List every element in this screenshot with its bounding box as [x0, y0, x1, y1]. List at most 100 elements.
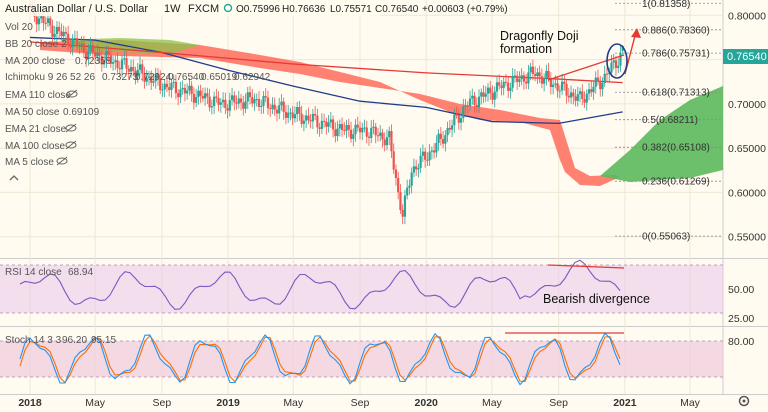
legend-ichimoku-v5: 0.62942 [234, 72, 271, 83]
candle [221, 92, 225, 108]
candle [291, 105, 294, 126]
candle [448, 119, 451, 134]
candle [370, 120, 373, 144]
candle [509, 82, 512, 99]
eye-hidden-icon[interactable] [65, 123, 77, 133]
candle [192, 87, 195, 110]
candle [433, 143, 436, 159]
legend-ichimoku[interactable]: Ichimoku 9 26 52 26 [5, 72, 95, 83]
candle [199, 84, 202, 104]
candle [147, 71, 151, 86]
candle [540, 68, 543, 89]
candle [367, 132, 371, 146]
candle [563, 75, 566, 91]
candle [69, 38, 72, 54]
symbol-title[interactable]: Australian Dollar / U.S. Dollar [5, 3, 148, 15]
interval-label[interactable]: 1W [164, 3, 181, 15]
legend-ma50-value: 0.69109 [63, 107, 100, 118]
candle [415, 159, 418, 177]
candle [271, 97, 274, 115]
candle [464, 98, 467, 114]
candle [293, 106, 297, 123]
candle [385, 129, 389, 151]
candle [195, 89, 198, 108]
legend-ichimoku-v3: 0.76540 [168, 72, 205, 83]
candle [71, 34, 74, 56]
candle [76, 30, 79, 53]
legend-bb[interactable]: BB 20 close 2 [5, 39, 67, 50]
high-value: H0.76636 [282, 4, 326, 15]
candle [581, 84, 584, 106]
candle [462, 98, 465, 123]
candle [549, 72, 552, 95]
legend-ema110[interactable]: EMA 110 close [5, 90, 71, 101]
candle [266, 90, 270, 115]
candle [444, 130, 447, 152]
candle [592, 81, 595, 100]
price-axis[interactable] [723, 0, 768, 394]
candle [372, 119, 375, 135]
legend-ma200[interactable]: MA 200 close [5, 56, 65, 67]
candle [612, 53, 615, 70]
legend-vol[interactable]: Vol 20 [5, 22, 33, 33]
candle [323, 113, 326, 128]
eye-hidden-icon[interactable] [65, 140, 77, 150]
candle [334, 122, 337, 143]
candle [280, 94, 283, 111]
candle [309, 113, 312, 129]
rsi-legend-label[interactable]: RSI 14 close [5, 267, 62, 278]
eye-hidden-icon[interactable] [66, 89, 78, 99]
candle [619, 45, 622, 72]
candle [441, 131, 445, 149]
candle [545, 64, 548, 86]
candle [78, 42, 81, 55]
candle [412, 158, 416, 178]
candle [599, 75, 602, 97]
ma200-line [29, 41, 623, 84]
candle [44, 16, 47, 30]
candle [179, 82, 182, 104]
legend-ma5[interactable]: MA 5 close [5, 157, 54, 168]
candle [123, 50, 126, 65]
legend-ichimoku-v1: 0.73273 [102, 72, 139, 83]
candle [230, 87, 234, 106]
last-price-tag [723, 49, 768, 64]
candle [439, 127, 442, 146]
candle [64, 27, 68, 42]
stoch-legend-label[interactable]: Stoch 14 3 3 [5, 335, 62, 346]
price-tick-2: 0.70000 [728, 99, 766, 111]
candle [87, 44, 90, 66]
candle [80, 36, 83, 52]
fib-label-1: 0.886(0.78360) [642, 25, 710, 36]
candle [278, 97, 281, 120]
eye-hidden-icon[interactable] [56, 156, 68, 166]
legend-ma50[interactable]: MA 50 close [5, 107, 60, 118]
candle [116, 52, 119, 73]
candle [206, 87, 209, 105]
trend-arrow-line [547, 54, 625, 81]
cloud-bullish [600, 86, 723, 182]
candle [67, 25, 70, 51]
legend-ma100[interactable]: MA 100 close [5, 141, 65, 152]
candle [486, 83, 490, 102]
doji-annotation-line2: formation [500, 42, 552, 56]
candle [475, 97, 478, 113]
candle [89, 37, 92, 56]
candle [181, 80, 184, 95]
candle [482, 85, 485, 103]
candle [358, 121, 362, 140]
candle [255, 93, 258, 107]
candle [347, 118, 350, 137]
legend-ema21[interactable]: EMA 21 close [5, 124, 67, 135]
candle [610, 54, 613, 78]
candle [525, 74, 528, 90]
settings-gear-icon[interactable] [738, 395, 750, 407]
candle [428, 144, 431, 166]
legend-ichimoku-v4: 0.65019 [201, 72, 238, 83]
candle [513, 69, 517, 83]
candle [390, 124, 393, 158]
stoch-k-value: 96.20 [62, 335, 87, 346]
collapse-legend-icon[interactable] [9, 175, 19, 181]
candle [159, 70, 162, 95]
candle [289, 107, 292, 121]
